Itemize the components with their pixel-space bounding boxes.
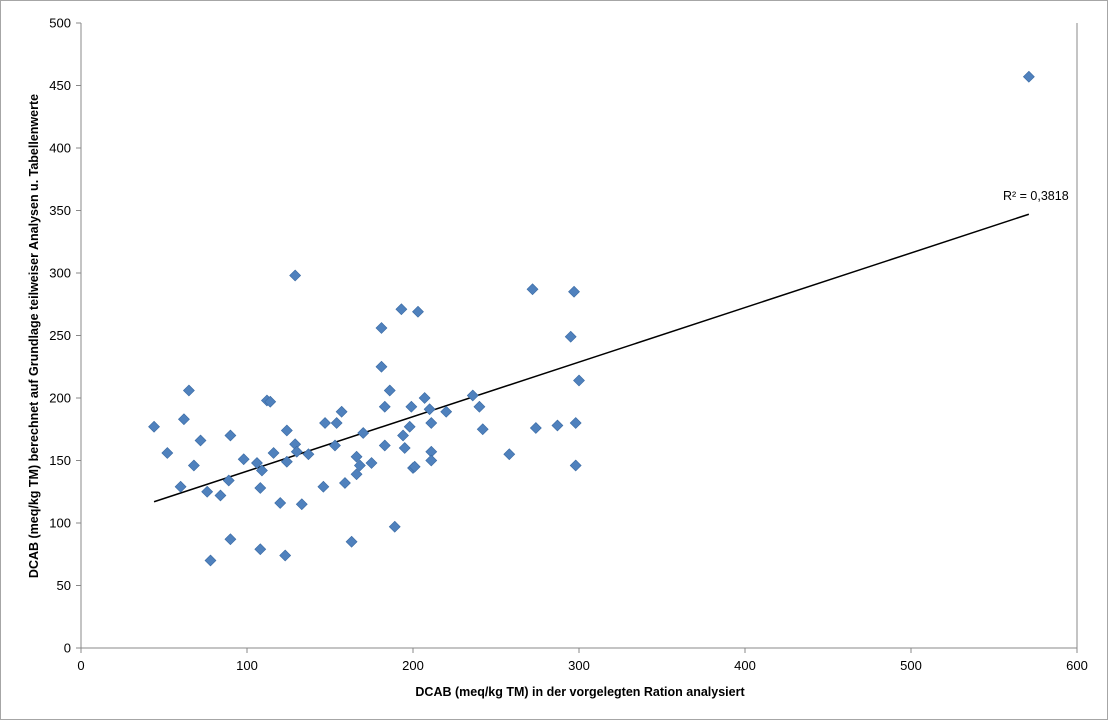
y-tick-label: 0 bbox=[64, 641, 71, 656]
y-tick-label: 500 bbox=[49, 16, 71, 31]
data-point bbox=[330, 417, 343, 429]
data-point bbox=[317, 480, 330, 493]
data-point bbox=[339, 477, 351, 489]
y-tick-label: 150 bbox=[49, 453, 71, 468]
data-point bbox=[375, 360, 388, 373]
data-point bbox=[357, 427, 370, 439]
data-point bbox=[201, 485, 214, 498]
x-tick-label: 100 bbox=[236, 658, 258, 673]
data-point bbox=[476, 423, 489, 436]
data-point bbox=[466, 389, 479, 402]
data-point bbox=[290, 445, 303, 458]
data-point bbox=[329, 439, 341, 452]
data-point bbox=[412, 305, 424, 318]
data-point bbox=[529, 422, 542, 434]
data-point bbox=[395, 303, 408, 316]
data-point bbox=[397, 429, 409, 442]
x-tick-label: 400 bbox=[734, 658, 756, 673]
data-point bbox=[319, 417, 331, 429]
data-point bbox=[350, 450, 363, 463]
data-point bbox=[222, 474, 235, 487]
data-point bbox=[564, 330, 577, 343]
y-tick-label: 50 bbox=[57, 578, 71, 593]
data-points bbox=[148, 70, 1035, 567]
data-point bbox=[350, 468, 363, 481]
data-point bbox=[237, 453, 250, 466]
data-point bbox=[418, 392, 431, 404]
data-point bbox=[289, 269, 302, 282]
x-tick-label: 600 bbox=[1066, 658, 1088, 673]
axes bbox=[80, 23, 1078, 649]
data-point bbox=[224, 533, 237, 546]
data-point bbox=[365, 457, 378, 469]
data-point bbox=[403, 420, 416, 433]
y-tick-label: 300 bbox=[49, 266, 71, 281]
data-point bbox=[398, 442, 411, 454]
data-point bbox=[440, 405, 453, 418]
data-point bbox=[148, 420, 160, 433]
data-point bbox=[345, 535, 358, 548]
data-point bbox=[194, 434, 207, 447]
data-point bbox=[182, 384, 195, 397]
x-axis-title: DCAB (meq/kg TM) in der vorgelegten Rati… bbox=[415, 685, 745, 699]
x-tick-label: 300 bbox=[568, 658, 590, 673]
data-point bbox=[425, 454, 438, 467]
y-tick-label: 350 bbox=[49, 203, 71, 218]
data-point bbox=[473, 400, 486, 413]
data-point bbox=[204, 554, 217, 567]
data-point bbox=[280, 424, 293, 437]
data-point bbox=[388, 520, 401, 533]
data-point bbox=[267, 447, 280, 459]
data-point bbox=[274, 497, 287, 509]
data-point bbox=[161, 447, 174, 459]
data-point bbox=[526, 283, 539, 296]
data-point bbox=[254, 482, 267, 494]
x-tick-label: 200 bbox=[402, 658, 424, 673]
x-tick-labels: 0 100 200 300 400 500 600 bbox=[77, 648, 1088, 673]
data-point bbox=[1022, 70, 1035, 83]
data-point bbox=[378, 400, 391, 413]
data-point bbox=[569, 459, 582, 472]
data-point bbox=[423, 403, 436, 416]
x-tick-label: 500 bbox=[900, 658, 922, 673]
data-point bbox=[353, 459, 366, 472]
data-point bbox=[279, 549, 292, 562]
data-point bbox=[214, 489, 227, 502]
data-point bbox=[573, 374, 585, 387]
data-point bbox=[378, 439, 391, 452]
y-tick-label: 450 bbox=[49, 78, 71, 93]
y-axis-title: DCAB (meq/kg TM) berechnet auf Grundlage… bbox=[27, 94, 41, 578]
data-point bbox=[256, 464, 268, 477]
data-point bbox=[251, 457, 263, 469]
data-point bbox=[224, 429, 237, 442]
data-point bbox=[375, 322, 388, 334]
y-tick-label: 200 bbox=[49, 391, 71, 406]
y-tick-label: 100 bbox=[49, 516, 71, 531]
data-point bbox=[405, 400, 418, 413]
r2-label: R² = 0,3818 bbox=[1003, 189, 1069, 203]
data-point bbox=[383, 384, 396, 397]
data-point bbox=[254, 543, 267, 556]
data-point bbox=[569, 417, 582, 429]
data-point bbox=[177, 413, 190, 426]
data-point bbox=[335, 405, 348, 418]
data-point bbox=[503, 448, 516, 461]
data-point bbox=[408, 460, 421, 473]
data-point bbox=[174, 480, 187, 493]
data-point bbox=[425, 417, 438, 429]
data-point bbox=[187, 459, 200, 472]
data-point bbox=[302, 448, 315, 461]
y-tick-label: 250 bbox=[49, 328, 71, 343]
y-tick-labels: 0 50 100 150 200 250 300 350 400 450 500 bbox=[49, 16, 81, 656]
data-point bbox=[280, 455, 293, 468]
x-tick-label: 0 bbox=[77, 658, 84, 673]
data-point bbox=[551, 419, 564, 432]
data-point bbox=[568, 285, 580, 298]
y-tick-label: 400 bbox=[49, 141, 71, 156]
data-point bbox=[295, 498, 308, 511]
data-point bbox=[264, 395, 277, 408]
